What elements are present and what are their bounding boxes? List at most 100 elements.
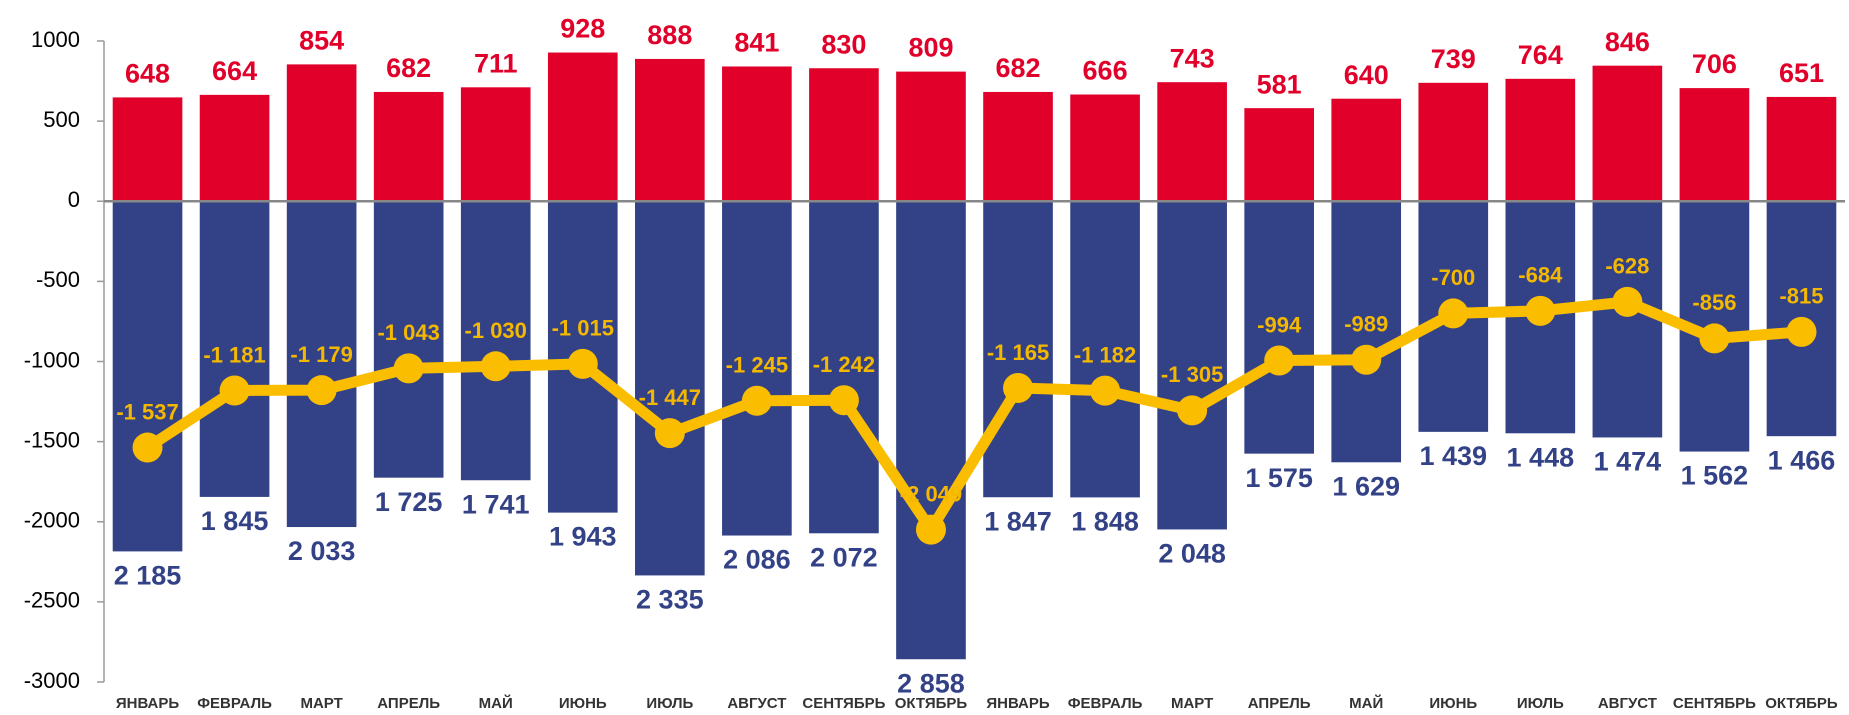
bar bbox=[1157, 82, 1227, 202]
marker bbox=[219, 375, 250, 406]
y-tick-label: 0 bbox=[68, 187, 80, 212]
x-tick-label: МАРТ bbox=[1171, 695, 1213, 712]
data-label: -1 179 bbox=[290, 342, 352, 367]
x-tick-label: АПРЕЛЬ bbox=[1248, 695, 1311, 712]
data-label: 651 bbox=[1779, 58, 1824, 88]
x-tick-label: МАЙ bbox=[1349, 694, 1383, 712]
marker bbox=[1003, 372, 1034, 403]
bar bbox=[983, 201, 1053, 498]
data-label: 2 185 bbox=[114, 561, 182, 591]
x-tick-label: МАЙ bbox=[479, 694, 513, 712]
y-tick-label: -3000 bbox=[24, 668, 80, 693]
data-label: -1 165 bbox=[987, 340, 1049, 365]
marker bbox=[132, 432, 163, 463]
data-label: 648 bbox=[125, 59, 170, 89]
data-label: 1 575 bbox=[1245, 463, 1313, 493]
data-label: 2 086 bbox=[723, 545, 791, 575]
marker bbox=[1264, 345, 1295, 376]
marker bbox=[1438, 298, 1469, 329]
bar bbox=[896, 201, 966, 660]
marker bbox=[1525, 295, 1556, 326]
data-label: 2 033 bbox=[288, 536, 356, 566]
bar bbox=[373, 91, 444, 202]
bar bbox=[1331, 98, 1402, 202]
marker bbox=[1090, 375, 1121, 406]
data-label: -700 bbox=[1431, 265, 1475, 290]
bar bbox=[809, 201, 879, 534]
data-label: 2 048 bbox=[1158, 539, 1226, 569]
marker bbox=[1699, 323, 1730, 354]
data-label: -994 bbox=[1257, 312, 1302, 337]
data-label: 1 943 bbox=[549, 522, 617, 552]
data-label: 640 bbox=[1344, 60, 1389, 90]
marker bbox=[1612, 286, 1643, 317]
bar bbox=[1592, 65, 1663, 202]
data-label: 2 858 bbox=[897, 668, 965, 698]
bar bbox=[1418, 82, 1489, 202]
bar bbox=[722, 201, 792, 536]
bar bbox=[983, 91, 1053, 202]
marker bbox=[654, 418, 685, 449]
data-label: 1 439 bbox=[1419, 441, 1487, 471]
data-label: 706 bbox=[1692, 49, 1737, 79]
marker bbox=[828, 385, 859, 416]
data-label: -1 242 bbox=[813, 352, 875, 377]
data-label: -628 bbox=[1605, 254, 1649, 279]
bar bbox=[722, 66, 792, 202]
bar bbox=[1592, 201, 1663, 438]
data-label: 711 bbox=[474, 48, 518, 78]
y-tick-label: 1000 bbox=[31, 27, 80, 52]
data-label: -1 537 bbox=[116, 399, 178, 424]
bar bbox=[1766, 96, 1837, 202]
data-label: 682 bbox=[995, 53, 1040, 83]
bar bbox=[199, 94, 270, 202]
data-label: -815 bbox=[1779, 284, 1823, 309]
bar bbox=[112, 201, 183, 552]
data-label: -2 049 bbox=[900, 481, 962, 506]
data-label: 664 bbox=[212, 56, 257, 86]
data-label: 928 bbox=[560, 14, 605, 44]
data-label: -684 bbox=[1518, 263, 1563, 288]
bar bbox=[112, 97, 183, 202]
data-label: 841 bbox=[734, 28, 779, 58]
x-tick-label: СЕНТЯБРЬ bbox=[802, 695, 885, 712]
data-label: 682 bbox=[386, 53, 431, 83]
data-label: -1 043 bbox=[377, 320, 439, 345]
bar bbox=[635, 201, 705, 576]
data-label: 846 bbox=[1605, 27, 1650, 57]
x-tick-label: ОКТЯБРЬ bbox=[1765, 695, 1838, 712]
x-tick-label: АВГУСТ bbox=[1598, 695, 1657, 712]
x-tick-label: ИЮНЬ bbox=[1429, 695, 1477, 712]
bar bbox=[635, 58, 705, 202]
data-label: 2 335 bbox=[636, 585, 704, 615]
data-label: 1 741 bbox=[462, 489, 530, 519]
marker bbox=[915, 514, 946, 545]
x-tick-label: ИЮЛЬ bbox=[1517, 695, 1564, 712]
data-label: 1 448 bbox=[1507, 442, 1575, 472]
x-tick-label: АВГУСТ bbox=[727, 695, 786, 712]
y-tick-label: 500 bbox=[43, 107, 80, 132]
bar bbox=[460, 201, 531, 481]
data-label: -856 bbox=[1692, 290, 1736, 315]
y-tick-label: -2500 bbox=[24, 588, 80, 613]
y-tick-label: -1000 bbox=[24, 347, 80, 372]
data-label: 1 725 bbox=[375, 487, 443, 517]
data-label: -1 181 bbox=[203, 342, 265, 367]
data-label: 888 bbox=[647, 20, 692, 50]
marker bbox=[306, 375, 337, 406]
x-tick-label: ЯНВАРЬ bbox=[986, 695, 1050, 712]
data-label: 830 bbox=[821, 29, 866, 59]
x-tick-label: ИЮНЬ bbox=[559, 695, 607, 712]
bar bbox=[199, 201, 270, 497]
bar bbox=[547, 52, 618, 202]
bar bbox=[1070, 201, 1140, 498]
data-label: 2 072 bbox=[810, 542, 878, 572]
marker bbox=[1177, 395, 1208, 426]
marker bbox=[567, 348, 598, 379]
bar bbox=[286, 64, 357, 202]
data-label: -1 015 bbox=[552, 316, 614, 341]
marker bbox=[1351, 344, 1382, 375]
bar bbox=[1244, 201, 1314, 454]
data-label: 764 bbox=[1518, 40, 1563, 70]
